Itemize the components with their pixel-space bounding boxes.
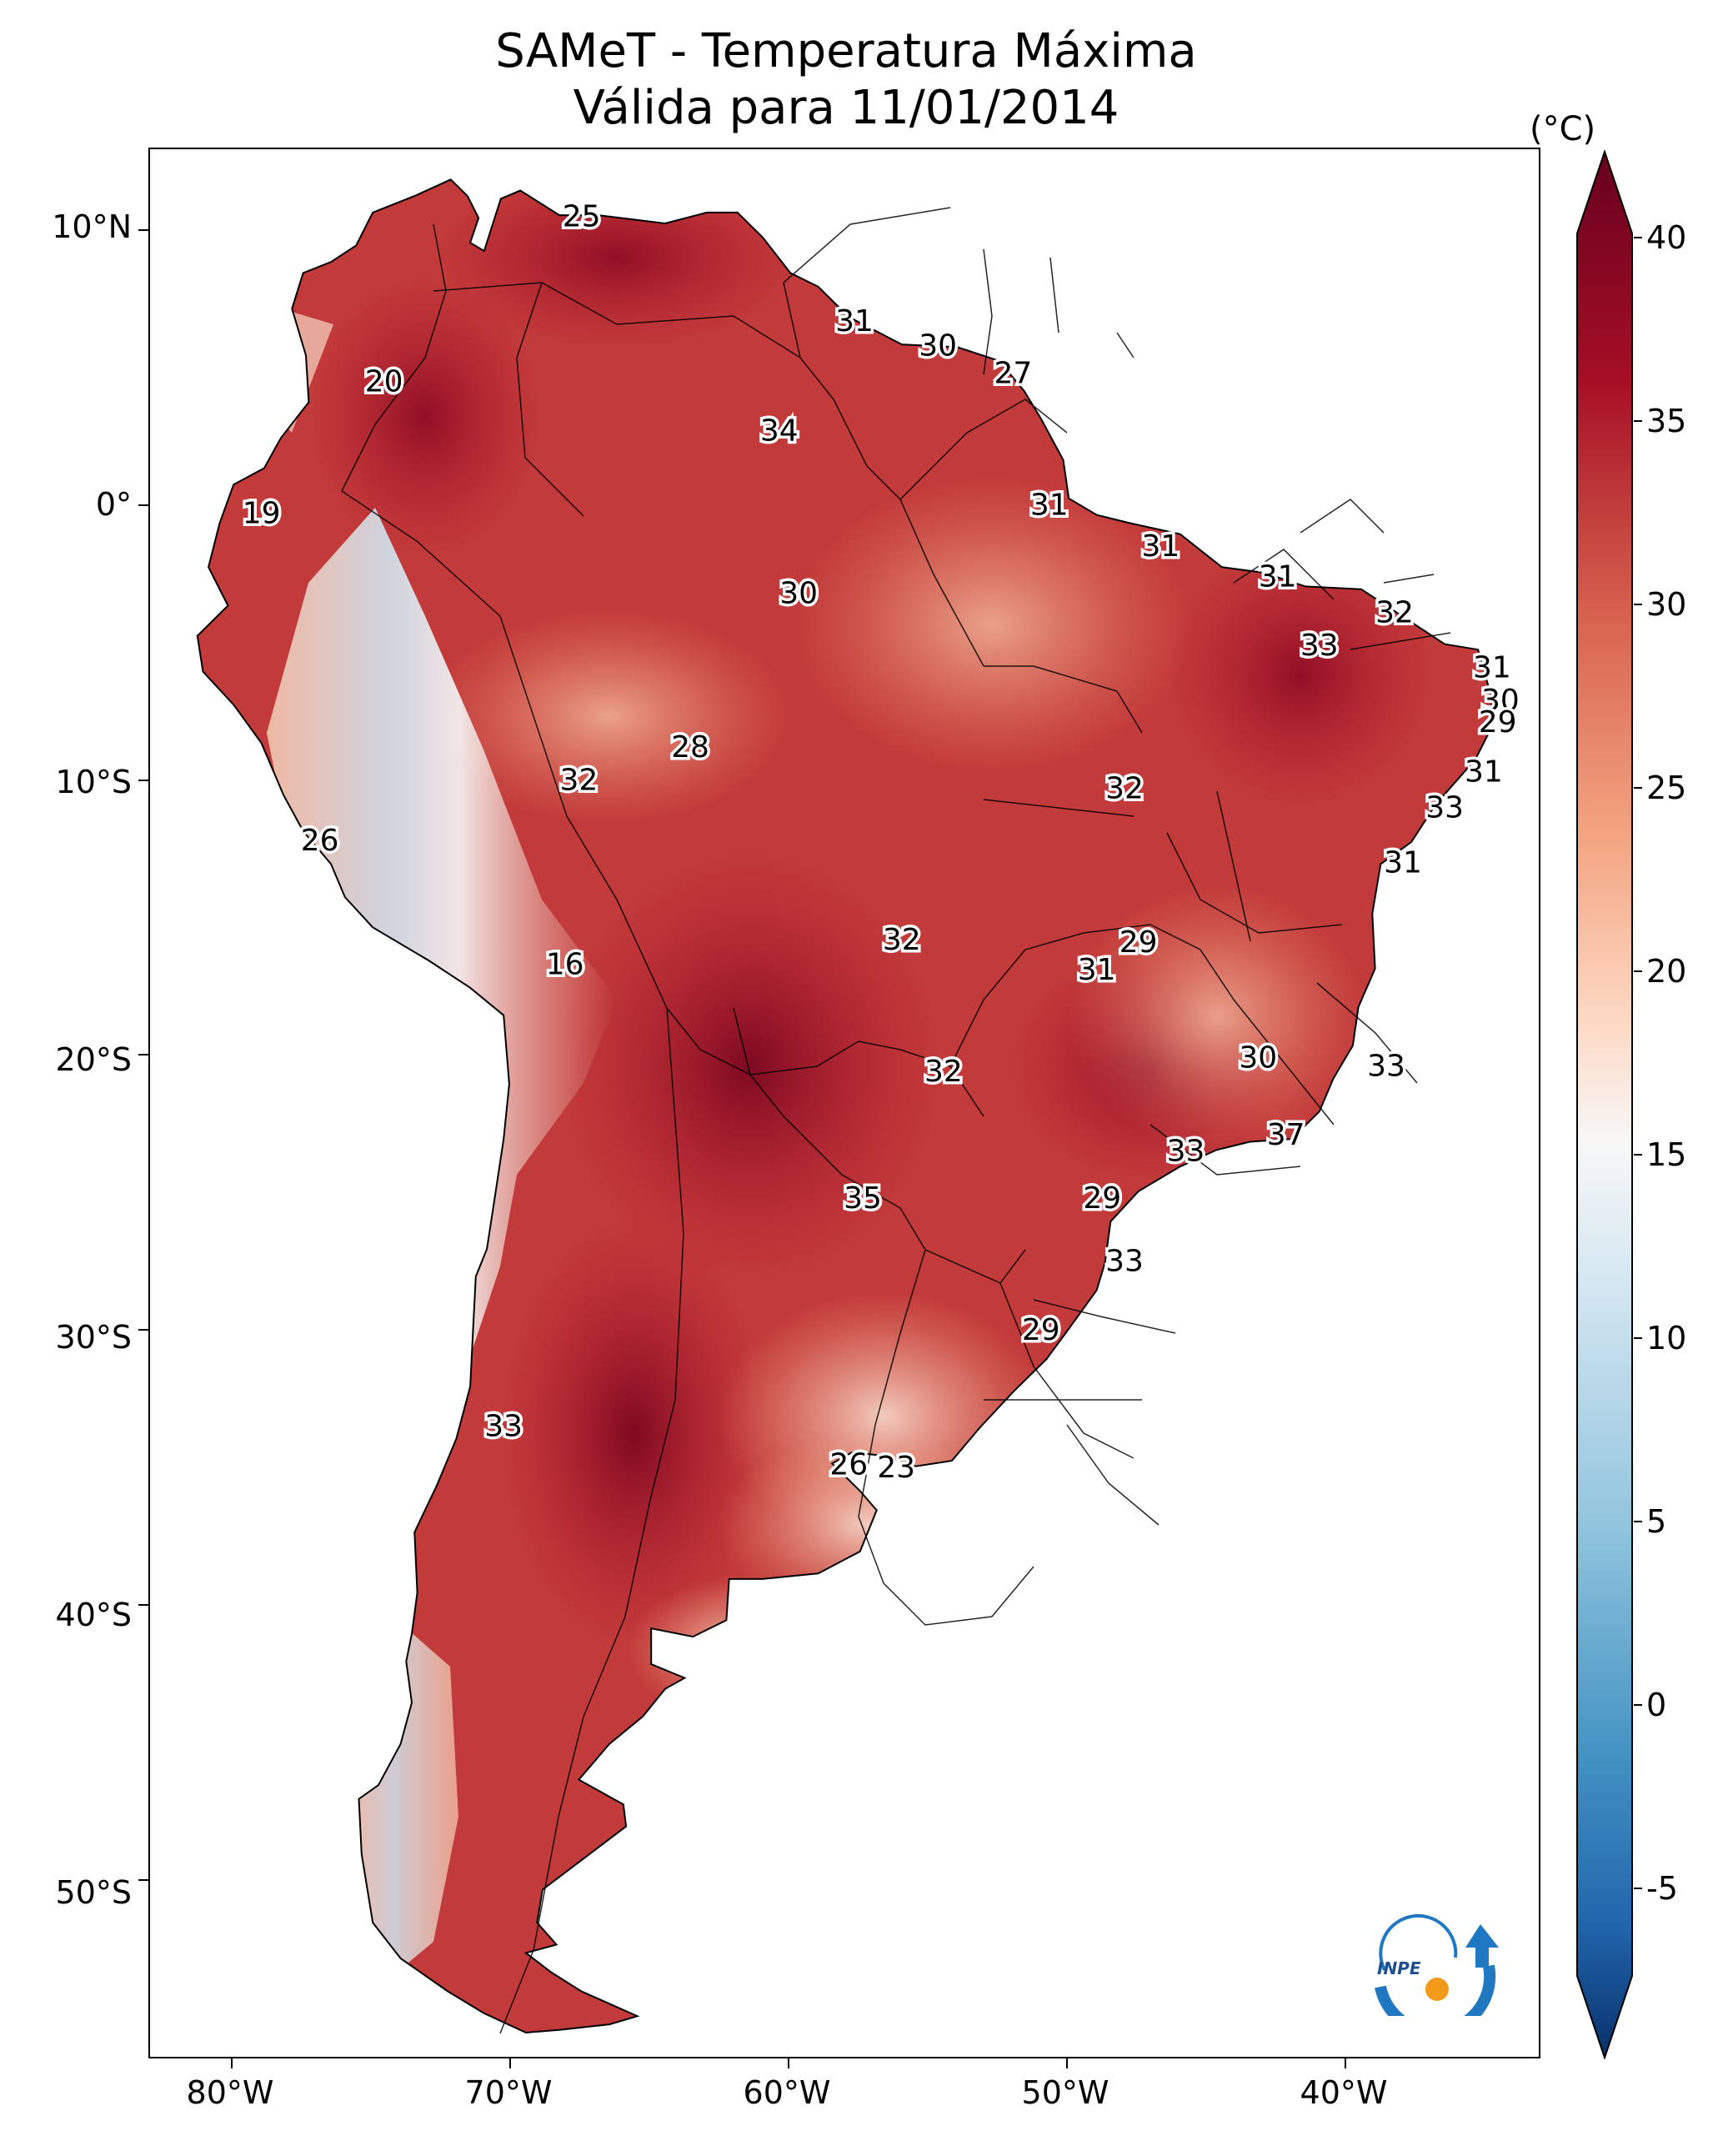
colorbar-tick-mark <box>1634 1154 1642 1156</box>
colorbar-tick-mark <box>1634 237 1642 238</box>
lon-label-50w: 50°W <box>1021 2074 1109 2111</box>
map-title: SAMeT - Temperatura Máxima <box>495 24 1197 78</box>
temperature-label: 31 <box>1259 560 1297 594</box>
map-subtitle: Válida para 11/01/2014 <box>573 81 1119 135</box>
colorbar-tick-mark <box>1634 970 1642 972</box>
temperature-label: 30 <box>1239 1041 1277 1075</box>
temperature-label: 31 <box>1141 529 1180 564</box>
temperature-label: 33 <box>1300 629 1339 663</box>
temperature-label: 29 <box>1083 1181 1121 1216</box>
temperature-label: 29 <box>1022 1313 1060 1347</box>
lat-label-10n: 10°N <box>52 208 132 245</box>
temperature-label: 32 <box>1375 595 1414 629</box>
lat-tick <box>138 1329 148 1331</box>
temperature-label: 31 <box>1030 489 1069 523</box>
lat-label-10s: 10°S <box>55 764 132 800</box>
temperature-label: 32 <box>1105 771 1144 805</box>
lon-label-70w: 70°W <box>464 2074 553 2111</box>
colorbar-tick-35: 35 <box>1646 403 1687 439</box>
temperature-label: 34 <box>760 414 799 449</box>
temperature-label: 29 <box>1119 925 1158 960</box>
colorbar-tick-0: 0 <box>1646 1687 1667 1723</box>
temperature-label: 33 <box>1167 1135 1205 1169</box>
lat-label-50s: 50°S <box>55 1874 132 1911</box>
temperature-label: 20 <box>365 364 403 399</box>
temperature-label: 30 <box>1481 684 1520 718</box>
temperature-label: 31 <box>1078 953 1116 987</box>
svg-text:INPE: INPE <box>1377 1958 1421 1978</box>
lon-tick <box>231 2058 233 2068</box>
colorbar <box>1576 150 1633 2059</box>
lat-tick <box>138 504 148 506</box>
lat-tick <box>138 1054 148 1056</box>
lat-label-0: 0° <box>95 486 132 523</box>
lon-tick <box>1345 2058 1347 2068</box>
lat-label-30s: 30°S <box>55 1319 132 1356</box>
temperature-label: 33 <box>484 1410 523 1444</box>
temperature-label: 31 <box>1465 755 1503 790</box>
temperature-label: 25 <box>563 199 601 233</box>
temperature-label: 35 <box>844 1181 882 1216</box>
temperature-label: 31 <box>1384 845 1422 880</box>
colorbar-tick-5: 5 <box>1646 1503 1667 1540</box>
lon-tick <box>509 2058 512 2068</box>
temperature-label: 30 <box>779 576 818 610</box>
colorbar-unit-label: (°C) <box>1530 110 1596 148</box>
colorbar-tick-10: 10 <box>1646 1320 1687 1356</box>
colorbar-tick-mark <box>1634 1888 1642 1889</box>
inpe-logo: INPE <box>1375 1914 1499 2016</box>
lat-label-20s: 20°S <box>55 1041 132 1078</box>
temperature-label: 31 <box>1473 650 1511 684</box>
lon-tick <box>1066 2058 1069 2068</box>
temperature-label: 32 <box>559 764 598 798</box>
colorbar-tick-mark <box>1634 1337 1642 1339</box>
colorbar-tick-mark <box>1634 604 1642 605</box>
colorbar-tick-mark <box>1634 1521 1642 1522</box>
temperature-label: 32 <box>883 923 921 957</box>
country-borders <box>341 207 1451 2034</box>
lon-label-60w: 60°W <box>743 2074 831 2111</box>
temperature-label: 31 <box>835 304 874 338</box>
lon-label-40w: 40°W <box>1300 2074 1388 2111</box>
temperature-label: 33 <box>1105 1245 1144 1279</box>
temperature-label: 16 <box>546 948 584 982</box>
temperature-label: 27 <box>994 356 1032 390</box>
lat-tick <box>138 779 148 781</box>
colorbar-tick-30: 30 <box>1646 586 1687 623</box>
lat-tick <box>138 1603 148 1606</box>
temperature-label: 23 <box>877 1451 915 1485</box>
map-panel: 25 31 30 27 20 34 19 31 31 31 30 32 33 31 30 29 28 32 32 31… <box>148 148 1540 2058</box>
lat-tick <box>138 1878 148 1881</box>
colorbar-tick-mark <box>1634 787 1642 789</box>
colorbar-tick-20: 20 <box>1646 953 1687 990</box>
temperature-label: 26 <box>829 1448 868 1482</box>
lat-tick <box>138 228 148 231</box>
temperature-label: 32 <box>924 1055 963 1089</box>
temperature-label: 26 <box>301 824 339 858</box>
colorbar-tick-minus5: -5 <box>1646 1870 1678 1907</box>
lat-label-40s: 40°S <box>55 1597 132 1633</box>
lon-tick <box>788 2058 790 2068</box>
colorbar-tick-mark <box>1634 420 1642 422</box>
colorbar-tick-15: 15 <box>1646 1136 1687 1173</box>
temperature-label: 33 <box>1425 791 1464 825</box>
lon-label-80w: 80°W <box>186 2074 274 2111</box>
temperature-label: 29 <box>1479 705 1517 740</box>
temperature-label: 28 <box>671 730 709 765</box>
temperature-label: 37 <box>1267 1118 1305 1152</box>
colorbar-tick-40: 40 <box>1646 219 1687 256</box>
temperature-label: 30 <box>919 328 957 363</box>
colorbar-tick-mark <box>1634 1704 1642 1706</box>
temperature-label: 19 <box>243 497 281 531</box>
temperature-label: 33 <box>1367 1050 1405 1084</box>
land-temperature-field <box>196 178 1493 2034</box>
colorbar-tick-25: 25 <box>1646 770 1687 806</box>
